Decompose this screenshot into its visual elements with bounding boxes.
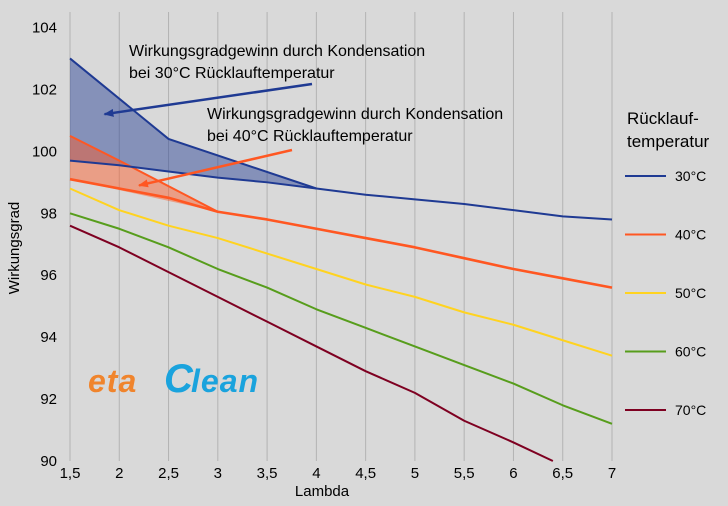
y-tick-label: 94 xyxy=(40,329,57,346)
y-tick-label: 100 xyxy=(32,143,57,160)
x-tick-label: 1,5 xyxy=(60,465,81,482)
legend-label: 70°C xyxy=(675,402,706,418)
x-tick-label: 5 xyxy=(411,465,419,482)
svg-text:C: C xyxy=(164,357,194,401)
legend-label: 30°C xyxy=(675,168,706,184)
legend-title: Rücklauf- xyxy=(627,109,699,128)
annotation-arrow xyxy=(138,148,293,188)
gain-area-upper-line xyxy=(69,57,317,190)
y-axis-label: Wirkungsgrad xyxy=(6,202,23,295)
x-tick-label: 3 xyxy=(214,465,222,482)
etaclean-logo: eta C lean xyxy=(88,357,259,401)
y-tick-label: 90 xyxy=(40,453,57,470)
series-line xyxy=(69,187,613,357)
x-tick-label: 2 xyxy=(115,465,123,482)
x-tick-label: 6 xyxy=(509,465,517,482)
x-tick-label: 6,5 xyxy=(552,465,573,482)
x-tick-label: 4,5 xyxy=(355,465,376,482)
legend-title: temperatur xyxy=(627,132,710,151)
annotation-text: bei 30°C Rücklauftemperatur xyxy=(129,65,335,82)
svg-text:eta: eta xyxy=(88,363,137,399)
annotation-text: bei 40°C Rücklauftemperatur xyxy=(207,128,413,145)
legend-label: 40°C xyxy=(675,227,706,243)
legend-label: 60°C xyxy=(675,344,706,360)
gain-area-upper-line xyxy=(69,134,219,213)
series-line xyxy=(69,224,554,462)
x-axis-label: Lambda xyxy=(295,483,350,500)
annotation-text: Wirkungsgradgewinn durch Kondensation xyxy=(207,106,503,123)
annotation-text: Wirkungsgradgewinn durch Kondensation xyxy=(129,43,425,60)
y-tick-label: 102 xyxy=(32,81,57,98)
svg-text:lean: lean xyxy=(191,363,259,399)
y-tick-label: 96 xyxy=(40,267,57,284)
series-line xyxy=(69,159,613,221)
y-tick-label: 92 xyxy=(40,391,57,408)
series-line xyxy=(69,212,613,425)
y-tick-label: 98 xyxy=(40,205,57,222)
annotation-arrow xyxy=(103,82,313,117)
y-tick-label: 104 xyxy=(32,19,57,36)
gain-area xyxy=(70,58,317,189)
x-tick-label: 7 xyxy=(608,465,616,482)
x-tick-label: 2,5 xyxy=(158,465,179,482)
x-tick-label: 3,5 xyxy=(257,465,278,482)
series-line xyxy=(69,177,613,289)
legend-label: 50°C xyxy=(675,285,706,301)
x-tick-label: 4 xyxy=(312,465,320,482)
x-tick-label: 5,5 xyxy=(454,465,475,482)
